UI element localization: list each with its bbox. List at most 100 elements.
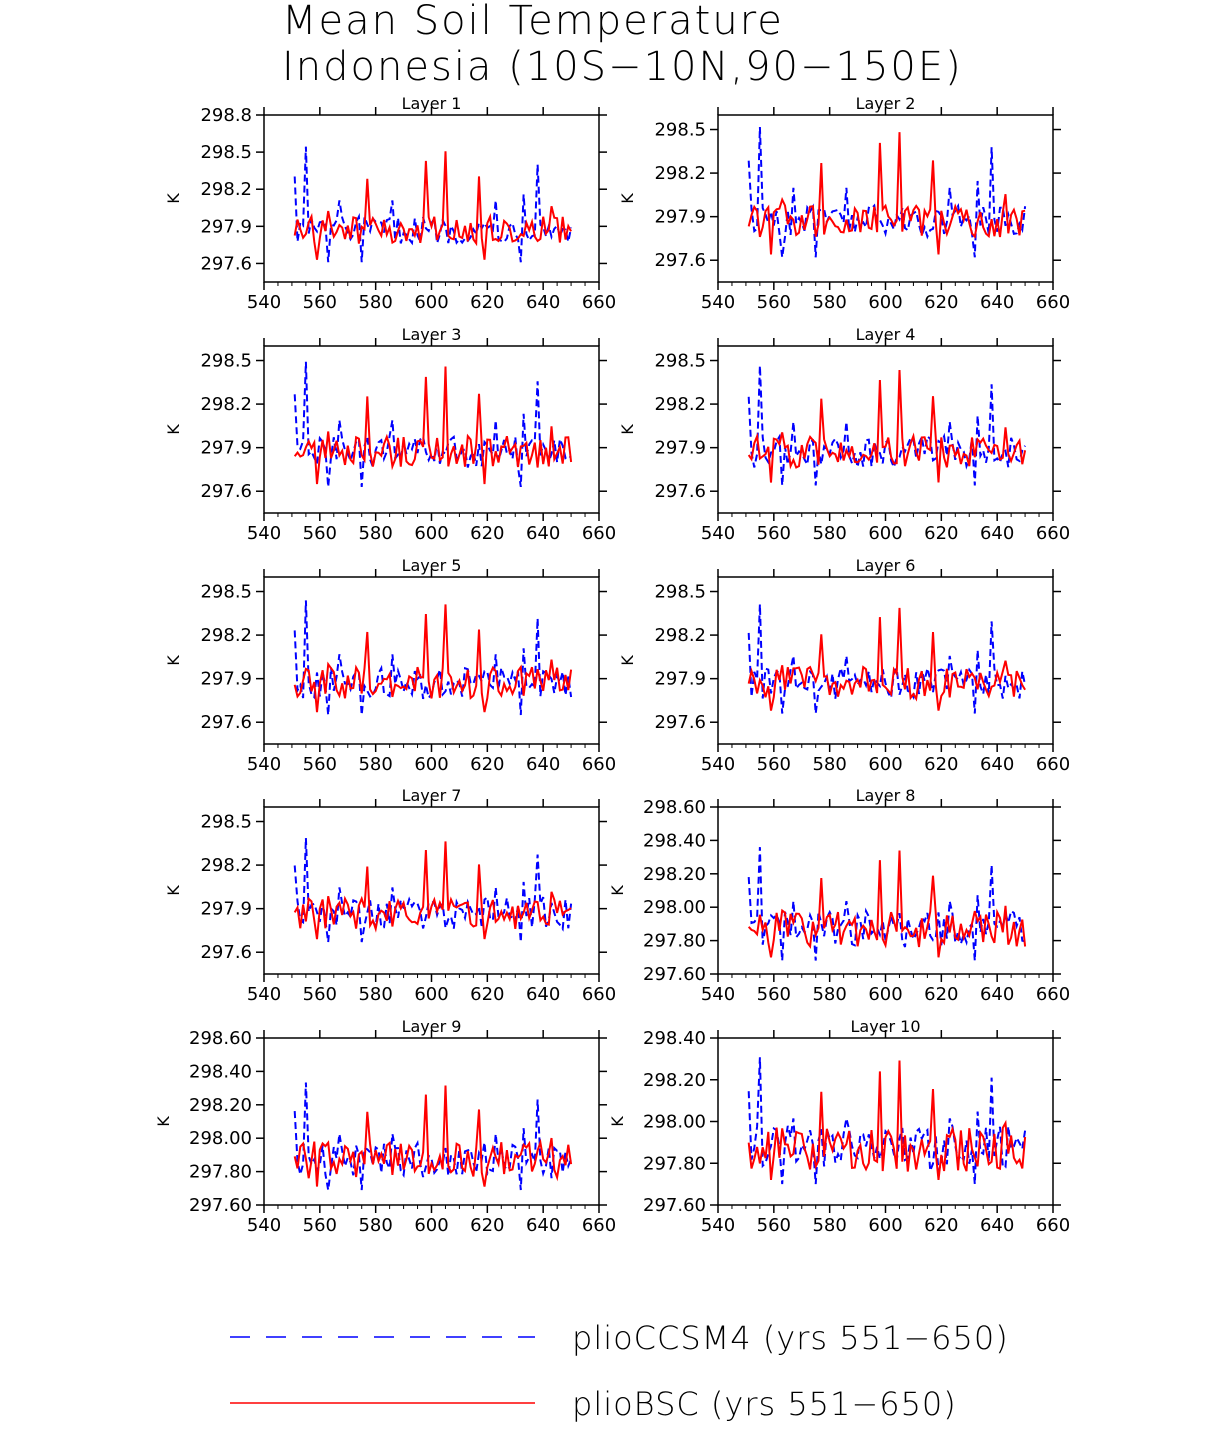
y-tick-label: 298.40	[189, 1061, 252, 1082]
plot-frame	[263, 114, 600, 283]
x-tick-label: 560	[757, 292, 791, 313]
plot-frame	[263, 576, 600, 745]
series-line-pliocsm4	[293, 837, 573, 943]
x-tick-label: 620	[924, 1215, 958, 1236]
chart-panel-layer-8: Layer 8 540 560 580 600 620 640 660 297.60 297.80…	[608, 786, 1070, 1005]
plot-frame	[263, 1037, 600, 1206]
y-tick-label: 297.80	[189, 1162, 252, 1183]
y-tick-label: 298.00	[643, 1112, 706, 1133]
y-tick-label: 298.40	[643, 830, 706, 851]
panel-title: Layer 10	[850, 1017, 920, 1036]
y-tick-label: 298.2	[654, 163, 706, 184]
y-tick-label: 298.40	[643, 1028, 706, 1049]
y-tick-label: 298.5	[654, 582, 706, 603]
x-tick-label: 660	[582, 1215, 616, 1236]
series-line-pliocsm4	[293, 361, 572, 488]
plot-frame	[717, 1037, 1054, 1206]
legend: plioCCSM4 (yrs 551−650) plioBSC (yrs 551…	[230, 1319, 1008, 1423]
x-tick-label: 540	[701, 754, 735, 775]
y-axis-label: K	[164, 193, 183, 204]
plot-frame	[717, 806, 1054, 975]
y-tick-label: 298.5	[654, 351, 706, 372]
y-tick-label: 297.60	[189, 1195, 252, 1216]
x-tick-label: 660	[1036, 523, 1070, 544]
y-tick-label: 298.8	[200, 105, 252, 126]
series-line-pliobsc	[293, 366, 573, 485]
series-line-pliocsm4	[747, 1057, 1027, 1185]
x-tick-label: 580	[812, 754, 846, 775]
x-tick-label: 620	[924, 292, 958, 313]
x-tick-label: 560	[757, 523, 791, 544]
x-tick-label: 640	[980, 523, 1014, 544]
chart-panel-layer-2: Layer 2 540 560 580 600 620 640 660 297.6 297.9 29…	[618, 94, 1070, 313]
y-tick-label: 297.60	[643, 964, 706, 985]
y-tick-label: 298.5	[200, 582, 252, 603]
x-tick-label: 620	[470, 292, 504, 313]
y-tick-label: 298.2	[200, 625, 252, 646]
y-tick-label: 298.5	[654, 120, 706, 141]
panel-title: Layer 2	[856, 94, 916, 113]
x-tick-label: 560	[757, 754, 791, 775]
x-tick-label: 600	[868, 292, 902, 313]
y-tick-label: 297.9	[200, 669, 252, 690]
series-line-pliocsm4	[747, 126, 1027, 258]
y-tick-label: 298.2	[654, 625, 706, 646]
figure-title: Mean Soil Temperature	[282, 0, 784, 44]
x-tick-label: 620	[470, 523, 504, 544]
chart-panel-layer-4: Layer 4 540 560 580 600 620 640 660 297.6 297.9 29…	[618, 325, 1070, 544]
plot-frame	[263, 806, 600, 975]
x-tick-label: 560	[757, 1215, 791, 1236]
y-tick-label: 298.2	[200, 855, 252, 876]
x-tick-label: 600	[414, 1215, 448, 1236]
x-tick-label: 640	[526, 523, 560, 544]
series-line-pliobsc	[747, 850, 1027, 958]
x-tick-label: 640	[980, 292, 1014, 313]
x-tick-label: 560	[757, 984, 791, 1005]
panel-title: Layer 3	[402, 325, 462, 344]
series-line-pliobsc	[293, 841, 572, 940]
x-tick-label: 600	[868, 984, 902, 1005]
x-tick-label: 540	[701, 1215, 735, 1236]
panel-title: Layer 4	[856, 325, 916, 344]
x-tick-label: 580	[358, 523, 392, 544]
x-tick-label: 600	[414, 754, 448, 775]
x-tick-label: 640	[526, 292, 560, 313]
y-tick-label: 297.6	[200, 253, 252, 274]
x-tick-label: 580	[812, 292, 846, 313]
x-tick-label: 600	[868, 523, 902, 544]
x-tick-label: 580	[812, 984, 846, 1005]
y-tick-label: 297.9	[200, 216, 252, 237]
x-tick-label: 580	[358, 1215, 392, 1236]
series-line-pliocsm4	[747, 604, 1027, 714]
plot-frame	[717, 114, 1054, 283]
x-tick-label: 600	[414, 292, 448, 313]
y-tick-label: 297.9	[654, 669, 706, 690]
x-tick-label: 580	[812, 1215, 846, 1236]
x-tick-label: 540	[247, 754, 281, 775]
x-tick-label: 600	[868, 754, 902, 775]
y-axis-label: K	[164, 424, 183, 435]
y-tick-label: 297.9	[654, 207, 706, 228]
panel-title: Layer 8	[856, 786, 916, 805]
chart-panel-layer-1: Layer 1 540 560 580 600 620 640 660 297.6 297.9 29…	[164, 94, 616, 313]
x-tick-label: 660	[582, 984, 616, 1005]
x-tick-label: 540	[247, 292, 281, 313]
x-tick-label: 660	[582, 292, 616, 313]
figure-subtitle: Indonesia (10S−10N,90−150E)	[282, 44, 963, 90]
y-tick-label: 298.60	[189, 1028, 252, 1049]
panel-title: Layer 9	[402, 1017, 462, 1036]
y-tick-label: 298.5	[200, 351, 252, 372]
series-line-pliobsc	[293, 1085, 573, 1187]
x-tick-label: 540	[701, 984, 735, 1005]
y-tick-label: 298.5	[200, 142, 252, 163]
plot-frame	[263, 345, 600, 514]
series-line-pliocsm4	[293, 600, 573, 716]
series-line-pliocsm4	[747, 847, 1026, 961]
series-line-pliobsc	[293, 604, 573, 713]
x-tick-label: 620	[470, 984, 504, 1005]
y-tick-label: 297.6	[200, 942, 252, 963]
chart-panel-layer-3: Layer 3 540 560 580 600 620 640 660 297.6 297.9 29…	[164, 325, 616, 544]
y-tick-label: 298.2	[200, 179, 252, 200]
plot-frame	[717, 576, 1054, 745]
x-tick-label: 620	[924, 523, 958, 544]
